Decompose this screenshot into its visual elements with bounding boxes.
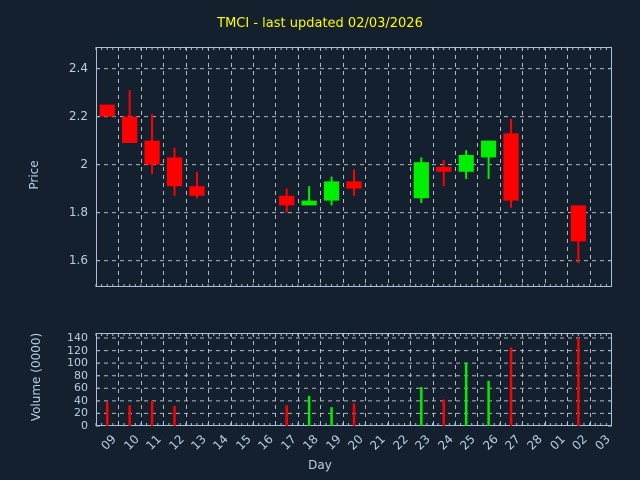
- price-tick-2.2: 2.2: [68, 108, 88, 123]
- price-tick-2: 2: [80, 156, 88, 171]
- day-axis-title: Day: [308, 458, 332, 472]
- volume-tick-120: 120: [67, 343, 88, 357]
- price-plot-frame: [96, 47, 612, 287]
- volume-tick-40: 40: [74, 393, 88, 407]
- price-tick-2.4: 2.4: [68, 60, 88, 75]
- volume-tick-60: 60: [74, 381, 88, 395]
- price-axis-title: Price: [27, 160, 41, 190]
- volume-tick-100: 100: [67, 356, 88, 370]
- price-tick-1.6: 1.6: [68, 252, 88, 267]
- price-tick-1.8: 1.8: [68, 204, 88, 219]
- volume-tick-20: 20: [74, 406, 88, 420]
- volume-tick-140: 140: [67, 331, 88, 345]
- volume-tick-0: 0: [81, 419, 88, 432]
- volume-plot-frame: [96, 333, 612, 426]
- chart-title: TMCI - last updated 02/03/2026: [217, 16, 423, 31]
- volume-tick-80: 80: [74, 368, 88, 382]
